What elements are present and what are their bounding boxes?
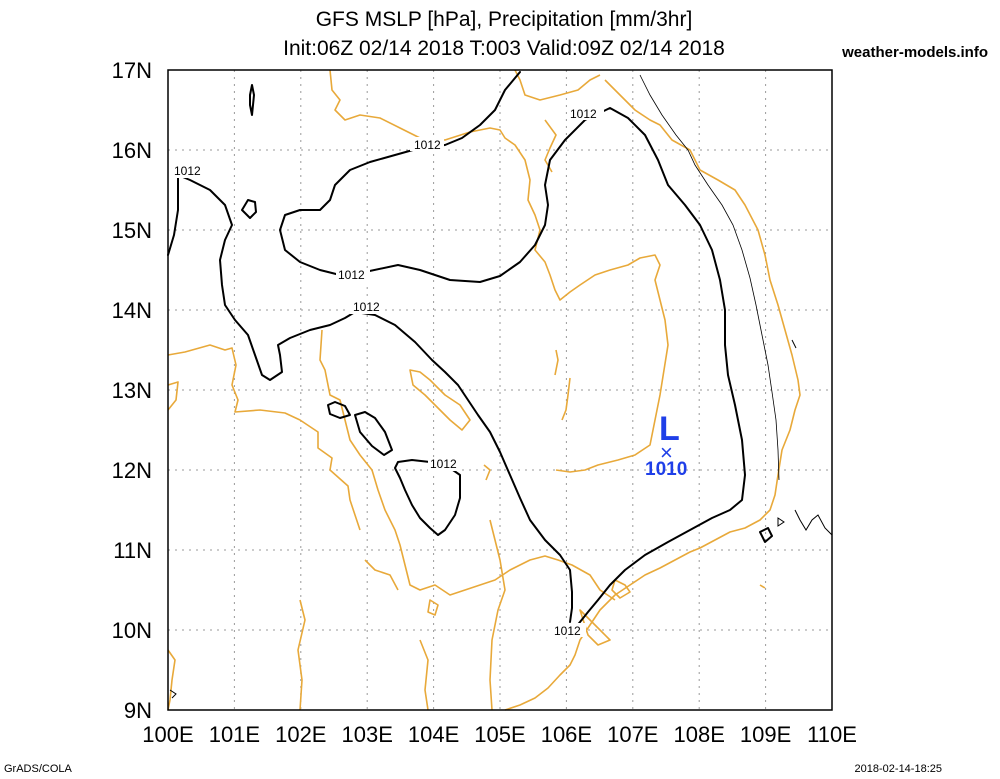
isobar-label: 1012 [414, 138, 441, 152]
lat-label: 15N [112, 218, 152, 243]
footer-timestamp: 2018-02-14-18:25 [854, 763, 942, 775]
low-pressure-value: 1010 [645, 459, 687, 480]
lat-label: 17N [112, 58, 152, 83]
lat-label: 16N [112, 138, 152, 163]
lat-label: 12N [112, 458, 152, 483]
lat-label: 9N [124, 698, 152, 723]
lon-label: 102E [275, 722, 326, 747]
isobar-label: 1012 [554, 624, 581, 638]
lon-label: 109E [740, 722, 791, 747]
longitude-labels: 100E 101E 102E 103E 104E 105E 106E 107E … [142, 722, 857, 747]
lon-label: 110E [807, 722, 857, 747]
map-frame [167, 69, 833, 711]
coastal-isobar-fragments [169, 339, 833, 699]
low-symbol: L [659, 410, 680, 448]
lon-label: 107E [607, 722, 658, 747]
isobar-label: 1012 [353, 300, 380, 314]
lat-label: 13N [112, 378, 152, 403]
lat-label: 11N [113, 538, 152, 563]
lon-label: 104E [408, 722, 459, 747]
isobar-label: 1012 [430, 457, 457, 471]
lat-label: 14N [112, 298, 152, 323]
lon-label: 101E [209, 722, 260, 747]
lon-label: 108E [674, 722, 725, 747]
isobar-label: 1012 [174, 164, 201, 178]
low-center-marker: × [660, 440, 673, 465]
isobar-thin [639, 74, 780, 481]
lat-label: 10N [112, 618, 152, 643]
site-credit: weather-models.info [842, 44, 988, 61]
isobar-label: 1012 [570, 107, 597, 121]
low-pressure-center: L × 1010 [645, 410, 687, 480]
isobar-label: 1012 [338, 268, 365, 282]
lon-label: 103E [342, 722, 393, 747]
lon-label: 105E [474, 722, 525, 747]
map-title-line2: Init:06Z 02/14 2018 T:003 Valid:09Z 02/1… [283, 37, 725, 60]
lon-label: 106E [541, 722, 592, 747]
latitude-labels: 17N 16N 15N 14N 13N 12N 11N 10N 9N [112, 58, 152, 723]
map-title-line1: GFS MSLP [hPa], Precipitation [mm/3hr] [315, 8, 693, 31]
footer-software: GrADS/COLA [4, 763, 72, 775]
lon-label: 100E [142, 722, 193, 747]
